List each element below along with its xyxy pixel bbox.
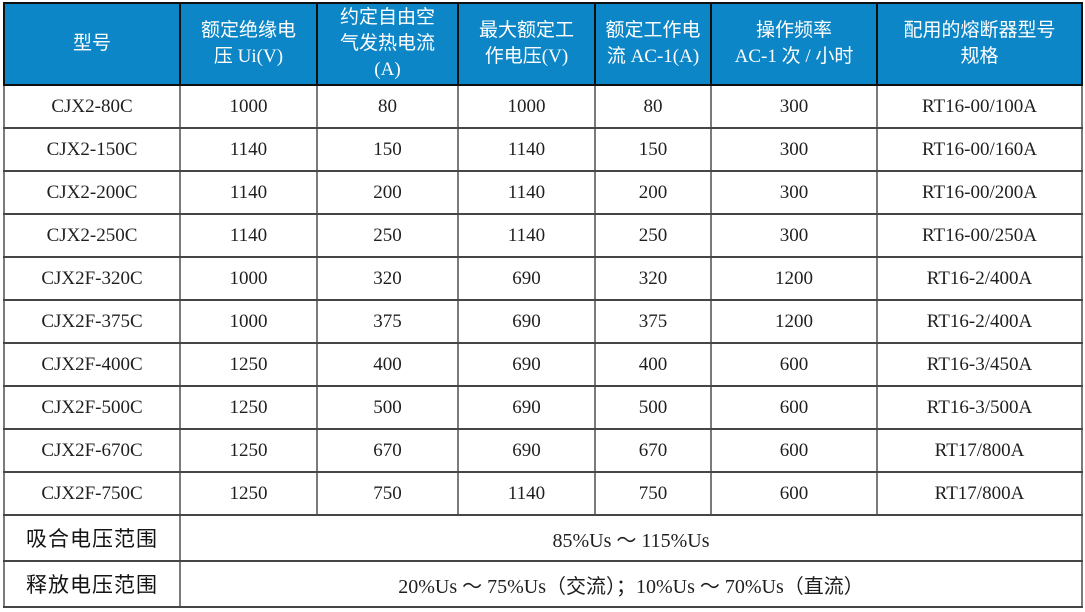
release-voltage-value: 20%Us ～ 75%Us（交流）；10%Us ～ 70%Us（直流） (179, 560, 1083, 608)
table-cell: RT16-00/100A (876, 84, 1083, 129)
table-cell: 200 (594, 170, 712, 215)
col-header-model: 型号 (3, 2, 181, 86)
table-cell: RT16-00/200A (876, 170, 1083, 215)
table-cell: 750 (594, 471, 712, 516)
table-cell: 1140 (457, 127, 596, 172)
table-cell: 600 (710, 428, 878, 473)
table-cell: RT16-2/400A (876, 256, 1083, 301)
table-row: CJX2F-320C 1000 320 690 320 1200 RT16-2/… (3, 256, 1083, 301)
table-cell: 1140 (179, 213, 318, 258)
table-cell: 1250 (179, 342, 318, 387)
table-row: CJX2F-670C 1250 670 690 670 600 RT17/800… (3, 428, 1083, 473)
table-cell: 150 (316, 127, 459, 172)
table-cell: 670 (316, 428, 459, 473)
table-cell: 1140 (457, 213, 596, 258)
table-cell: 1000 (457, 84, 596, 129)
table-cell: RT16-3/500A (876, 385, 1083, 430)
table-cell: 300 (710, 213, 878, 258)
table-cell: CJX2-250C (3, 213, 181, 258)
contactor-spec-table: 型号 额定绝缘电 压 Ui(V) 约定自由空 气发热电流 (A) 最大额定工 作… (3, 2, 1083, 608)
col-header-fuse-spec: 配用的熔断器型号 规格 (876, 2, 1083, 86)
table-cell: 250 (594, 213, 712, 258)
table-cell: CJX2-200C (3, 170, 181, 215)
footer-row-release-voltage: 释放电压范围 20%Us ～ 75%Us（交流）；10%Us ～ 70%Us（直… (3, 560, 1083, 608)
col-header-working-current: 额定工作电 流 AC-1(A) (594, 2, 712, 86)
release-voltage-label: 释放电压范围 (3, 560, 181, 608)
table-cell: 150 (594, 127, 712, 172)
table-cell: CJX2F-670C (3, 428, 181, 473)
table-cell: 600 (710, 342, 878, 387)
table-cell: 690 (457, 256, 596, 301)
table-cell: RT17/800A (876, 471, 1083, 516)
table-row: CJX2F-400C 1250 400 690 400 600 RT16-3/4… (3, 342, 1083, 387)
table-cell: 1250 (179, 471, 318, 516)
table-cell: 1140 (179, 170, 318, 215)
table-cell: 1140 (457, 471, 596, 516)
footer-row-pickup-voltage: 吸合电压范围 85%Us ～ 115%Us (3, 514, 1083, 562)
table-cell: 80 (594, 84, 712, 129)
table-cell: 1200 (710, 256, 878, 301)
table-cell: RT16-00/160A (876, 127, 1083, 172)
table-cell: 300 (710, 127, 878, 172)
table-cell: 1250 (179, 385, 318, 430)
table-cell: 750 (316, 471, 459, 516)
table-row: CJX2F-500C 1250 500 690 500 600 RT16-3/5… (3, 385, 1083, 430)
table-cell: 690 (457, 428, 596, 473)
table-row: CJX2F-750C 1250 750 1140 750 600 RT17/80… (3, 471, 1083, 516)
table-cell: 250 (316, 213, 459, 258)
table-cell: 1000 (179, 256, 318, 301)
table-cell: 690 (457, 299, 596, 344)
table-cell: CJX2F-400C (3, 342, 181, 387)
table-cell: 320 (316, 256, 459, 301)
table-cell: 375 (594, 299, 712, 344)
table-cell: 500 (594, 385, 712, 430)
table-cell: CJX2F-750C (3, 471, 181, 516)
table-cell: 1140 (179, 127, 318, 172)
table-cell: RT16-00/250A (876, 213, 1083, 258)
spec-table-container: 型号 额定绝缘电 压 Ui(V) 约定自由空 气发热电流 (A) 最大额定工 作… (3, 2, 1083, 608)
table-cell: 1000 (179, 84, 318, 129)
table-cell: 300 (710, 84, 878, 129)
table-cell: 80 (316, 84, 459, 129)
table-cell: 1140 (457, 170, 596, 215)
table-cell: RT17/800A (876, 428, 1083, 473)
table-cell: 690 (457, 342, 596, 387)
table-cell: 300 (710, 170, 878, 215)
table-cell: 600 (710, 385, 878, 430)
table-cell: RT16-2/400A (876, 299, 1083, 344)
table-row: CJX2F-375C 1000 375 690 375 1200 RT16-2/… (3, 299, 1083, 344)
table-cell: 690 (457, 385, 596, 430)
table-cell: CJX2F-500C (3, 385, 181, 430)
table-cell: CJX2-150C (3, 127, 181, 172)
header-row: 型号 额定绝缘电 压 Ui(V) 约定自由空 气发热电流 (A) 最大额定工 作… (3, 2, 1083, 86)
table-cell: 670 (594, 428, 712, 473)
table-cell: 320 (594, 256, 712, 301)
table-cell: RT16-3/450A (876, 342, 1083, 387)
table-cell: 375 (316, 299, 459, 344)
table-cell: 500 (316, 385, 459, 430)
col-header-max-working-voltage: 最大额定工 作电压(V) (457, 2, 596, 86)
table-cell: 400 (316, 342, 459, 387)
table-cell: CJX2F-375C (3, 299, 181, 344)
table-cell: 1250 (179, 428, 318, 473)
table-cell: CJX2-80C (3, 84, 181, 129)
col-header-insulation-voltage: 额定绝缘电 压 Ui(V) (179, 2, 318, 86)
table-cell: 600 (710, 471, 878, 516)
table-row: CJX2-200C 1140 200 1140 200 300 RT16-00/… (3, 170, 1083, 215)
table-cell: 400 (594, 342, 712, 387)
col-header-thermal-current: 约定自由空 气发热电流 (A) (316, 2, 459, 86)
table-cell: 200 (316, 170, 459, 215)
pickup-voltage-value: 85%Us ～ 115%Us (179, 514, 1083, 562)
table-cell: 1000 (179, 299, 318, 344)
table-row: CJX2-150C 1140 150 1140 150 300 RT16-00/… (3, 127, 1083, 172)
col-header-operating-frequency: 操作频率 AC-1 次 / 小时 (710, 2, 878, 86)
table-row: CJX2-80C 1000 80 1000 80 300 RT16-00/100… (3, 84, 1083, 129)
table-cell: CJX2F-320C (3, 256, 181, 301)
table-cell: 1200 (710, 299, 878, 344)
table-row: CJX2-250C 1140 250 1140 250 300 RT16-00/… (3, 213, 1083, 258)
pickup-voltage-label: 吸合电压范围 (3, 514, 181, 562)
